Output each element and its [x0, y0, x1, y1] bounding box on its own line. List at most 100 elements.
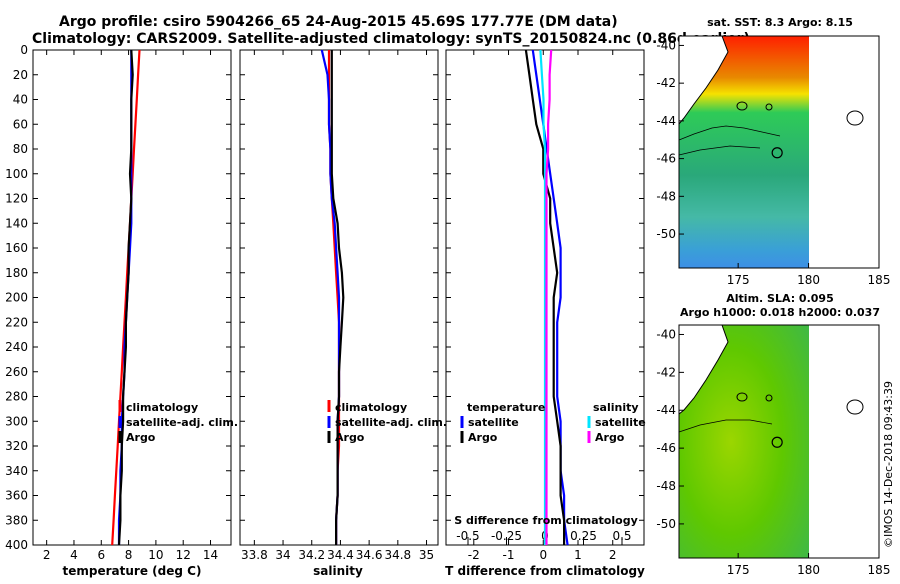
lat-tick-label: -44 [656, 114, 676, 128]
coast-contour [678, 419, 773, 433]
series-argo [330, 50, 345, 545]
x-tick-label: 4 [70, 548, 78, 562]
x-tick-label: 34.2 [298, 548, 325, 562]
series-s-satellite [539, 49, 547, 545]
legend-argo: Argo [335, 431, 365, 444]
temperature-x-axis: 2 4 6 8 10 12 14 [43, 50, 218, 562]
s-tick-label: 0.5 [612, 529, 631, 543]
lat-tick-label: -40 [656, 327, 676, 341]
legend-climatology: climatology [126, 401, 198, 414]
x-tick-label: -1 [503, 548, 515, 562]
legend-climatology: climatology [335, 401, 407, 414]
x-tick-label: 1 [574, 548, 582, 562]
depth-tick-label: 40 [13, 93, 28, 107]
depth-tick-label: 280 [5, 390, 28, 404]
sla-map-title: Altim. SLA: 0.095 [726, 292, 833, 305]
x-tick-label: 6 [97, 548, 105, 562]
s-tick-label: 0.25 [570, 529, 597, 543]
argo-location-marker [771, 436, 783, 448]
lon-tick-label: 185 [868, 563, 891, 577]
x-tick-label: 35 [419, 548, 434, 562]
lat-tick-label: -46 [656, 441, 676, 455]
sla-map-panel: Altim. SLA: 0.095 Argo h1000: 0.018 h200… [656, 292, 890, 577]
depth-tick-label: 300 [5, 414, 28, 428]
depth-tick-label: 380 [5, 513, 28, 527]
depth-tick-label: 140 [5, 216, 28, 230]
depth-tick-label: 260 [5, 365, 28, 379]
series-t-satellite [531, 49, 569, 546]
lon-tick-label: 185 [868, 273, 891, 287]
lat-tick-label: -46 [656, 152, 676, 166]
temperature-xlabel: temperature (deg C) [63, 564, 202, 578]
x-tick-label: 12 [176, 548, 191, 562]
island-outline [846, 110, 864, 126]
lat-tick-label: -42 [656, 365, 676, 379]
legend-argo: Argo [126, 431, 156, 444]
sla-map-lon-axis: 175 180 185 [727, 553, 891, 577]
x-tick-label: 2 [609, 548, 617, 562]
depth-tick-label: 400 [5, 538, 28, 552]
lat-tick-label: -50 [656, 517, 676, 531]
difference-panel: -2 -1 0 1 2 -0.5 -0.25 0 0.25 0.5 T difference f… [445, 49, 646, 578]
temperature-legend: climatology satellite-adj. clim. Argo [118, 400, 238, 444]
salinity-series [240, 49, 438, 546]
title-line-2: Climatology: CARS2009. Satellite-adjuste… [32, 31, 750, 47]
contour-ring [736, 392, 748, 402]
lon-tick-label: 175 [727, 273, 750, 287]
salinity-legend: climatology satellite-adj. clim. Argo [327, 400, 447, 444]
argo-location-marker [771, 147, 783, 159]
title-line-1: Argo profile: csiro 5904266_65 24-Aug-20… [59, 14, 618, 30]
difference-series [446, 49, 644, 546]
lat-tick-label: -40 [656, 38, 676, 52]
legend-t-argo: Argo [468, 431, 498, 444]
lon-tick-label: 180 [797, 273, 820, 287]
s-difference-label: S difference from climatology [454, 514, 638, 527]
x-tick-label: 34.4 [327, 548, 354, 562]
depth-tick-label: 0 [20, 43, 28, 57]
depth-tick-label: 60 [13, 117, 28, 131]
x-tick-label: 14 [203, 548, 218, 562]
x-tick-label: 8 [125, 548, 133, 562]
lat-tick-label: -50 [656, 227, 676, 241]
x-tick-label: 34 [275, 548, 290, 562]
contour-ring [765, 394, 773, 402]
series-satellite-adj-clim- [320, 49, 341, 545]
lat-tick-label: -42 [656, 76, 676, 90]
sst-map-title: sat. SST: 8.3 Argo: 8.15 [707, 16, 853, 29]
temperature-panel: 0 20 40 60 80 100 120 140 160 180 200 220 240 260 280 3… [5, 43, 238, 578]
depth-tick-label: 120 [5, 192, 28, 206]
x-tick-label: 33.8 [241, 548, 268, 562]
legend-temperature-title: temperature [467, 401, 545, 414]
s-difference-legend: salinity satellite Argo [587, 401, 646, 444]
temperature-series [33, 49, 231, 546]
land-mass [678, 324, 729, 416]
series-s-argo [545, 49, 553, 545]
x-tick-label: 10 [148, 548, 163, 562]
contour-ring [736, 101, 748, 111]
sst-map-frame [678, 35, 880, 269]
sst-map-lat-axis: -40 -42 -44 -46 -48 -50 [656, 38, 684, 241]
depth-tick-label: 160 [5, 241, 28, 255]
depth-axis: 0 20 40 60 80 100 120 140 160 180 200 220 240 260 280 3… [5, 43, 28, 552]
sst-map-panel: sat. SST: 8.3 Argo: 8.15 -40 -42 -44 -46 -48… [656, 16, 890, 287]
salinity-panel: 33.8 34 34.2 34.4 34.6 34.8 35 salinity climat… [239, 49, 447, 578]
t-difference-legend: temperature satellite Argo [460, 401, 545, 444]
lat-tick-label: -44 [656, 403, 676, 417]
depth-tick-label: 360 [5, 489, 28, 503]
x-tick-label: 34.6 [356, 548, 383, 562]
depth-tick-label: 20 [13, 68, 28, 82]
land-mass [678, 35, 729, 126]
legend-s-satellite: satellite [595, 416, 646, 429]
sla-map-subtitle: Argo h1000: 0.018 h2000: 0.037 [680, 306, 880, 319]
s-tick-label: -0.25 [491, 529, 522, 543]
lon-tick-label: 175 [727, 563, 750, 577]
lat-tick-label: -48 [656, 479, 676, 493]
sla-map-frame [678, 324, 880, 559]
coast-contour [678, 125, 781, 141]
series-t-argo [524, 49, 566, 545]
salinity-x-axis: 33.8 34 34.2 34.4 34.6 34.8 35 [241, 50, 434, 562]
t-difference-xlabel: T difference from climatology [445, 564, 645, 578]
depth-tick-label: 100 [5, 167, 28, 181]
depth-tick-label: 240 [5, 340, 28, 354]
credit-text: ©IMOS 14-Dec-2018 09:43:39 [882, 381, 895, 548]
